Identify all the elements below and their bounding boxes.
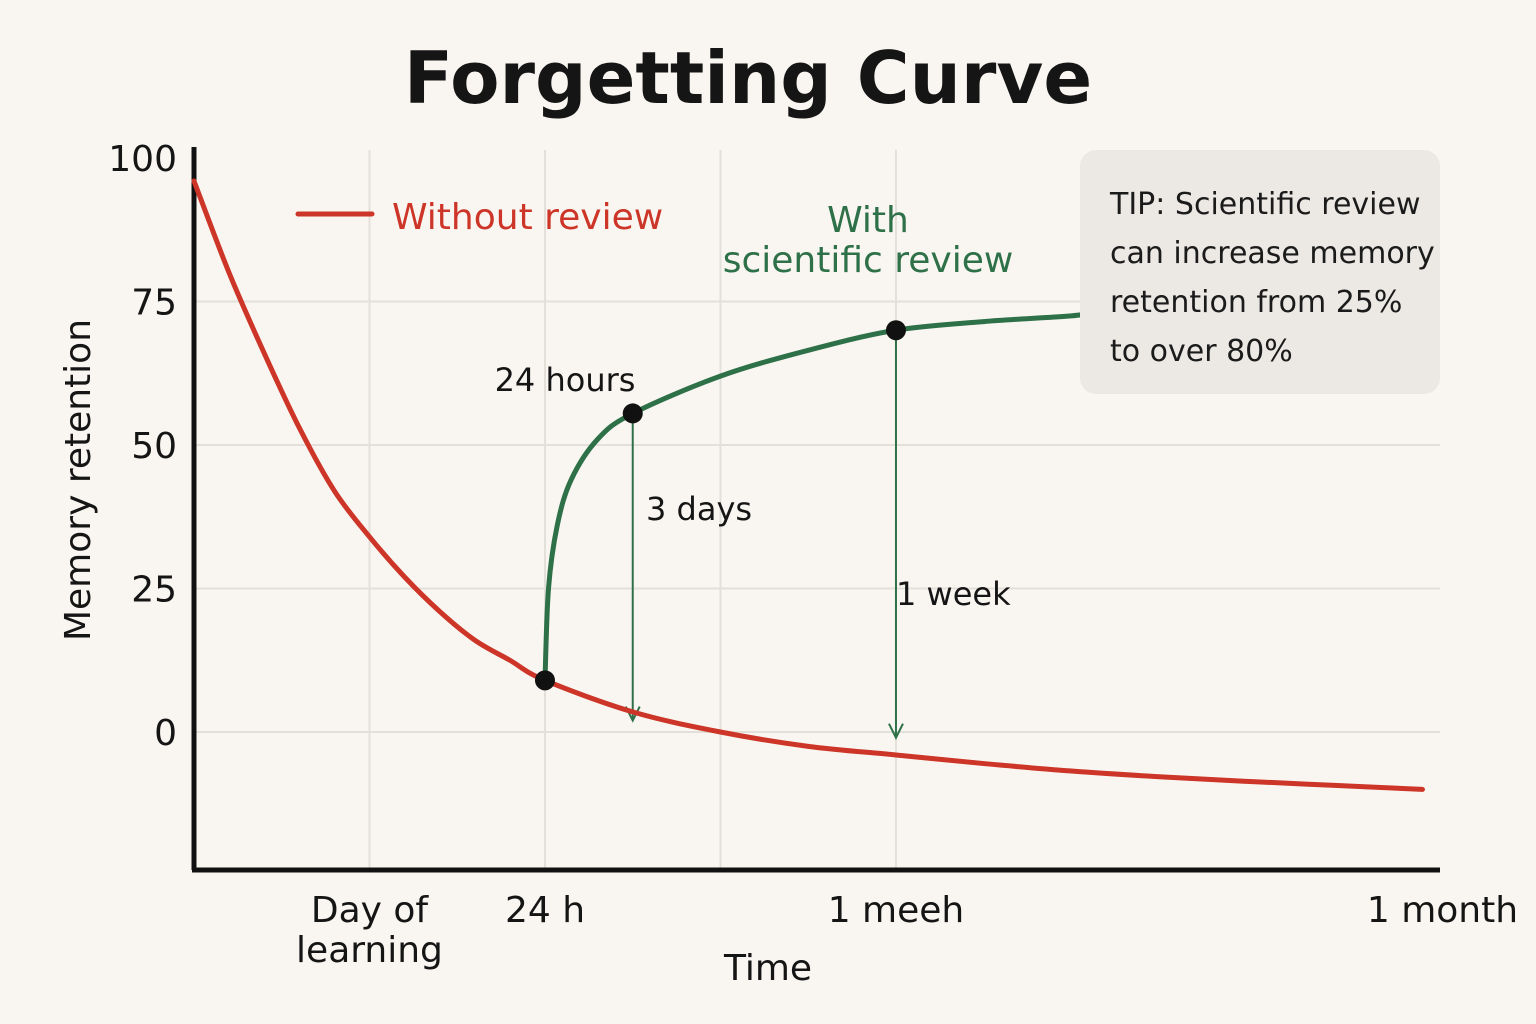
series-lines xyxy=(191,178,1425,792)
marker-point xyxy=(885,320,906,341)
annotation-24-hours: 24 hours xyxy=(495,361,636,399)
drop-arrows xyxy=(624,330,904,740)
series-label-line: With xyxy=(827,200,909,241)
annotation-1-week: 1 week xyxy=(896,575,1011,613)
x-tick-label-line: 1 month xyxy=(1367,890,1518,931)
marker-point xyxy=(534,670,555,691)
x-axis-label: Time xyxy=(723,948,812,989)
series-label-line: scientific review xyxy=(723,240,1014,281)
x-tick-label-line: 24 h xyxy=(505,890,585,931)
y-tick-label: 75 xyxy=(131,283,177,324)
tip-line: can increase memory xyxy=(1110,236,1435,271)
grid xyxy=(194,150,1440,870)
y-axis-label: Memory retention xyxy=(58,319,99,641)
x-tick-label: 1 month xyxy=(1367,890,1518,931)
y-tick-label: 0 xyxy=(154,713,177,754)
tip-line: retention from 25% xyxy=(1110,285,1403,320)
y-tick-labels: 100 75 50 25 0 xyxy=(108,139,177,754)
x-tick-label-line: 1 meeh xyxy=(828,890,965,931)
x-tick-label: 24 h xyxy=(505,890,585,931)
line-without-review xyxy=(191,178,1425,792)
tip-line: TIP: Scientific review xyxy=(1110,187,1421,222)
x-tick-label-line: learning xyxy=(296,930,443,971)
x-tick-label: 1 meeh xyxy=(828,890,965,931)
tip-box: TIP: Scientific review can increase memo… xyxy=(1080,150,1440,394)
tip-line: to over 80% xyxy=(1110,334,1293,369)
y-tick-label: 25 xyxy=(131,570,177,611)
series-label-with-review: With scientific review xyxy=(723,200,1014,281)
x-tick-label-line: Day of xyxy=(311,890,430,931)
chart-title: Forgetting Curve xyxy=(404,36,1092,120)
annotation-3-days: 3 days xyxy=(646,490,752,528)
x-tick-label: Day of learning xyxy=(296,890,443,971)
x-tick-labels: Day of learning 24 h 1 meeh 1 month xyxy=(296,890,1518,971)
drop-arrow-head xyxy=(888,723,904,740)
axes xyxy=(191,147,1440,873)
markers xyxy=(534,320,906,691)
marker-point xyxy=(622,403,643,424)
legend-label-without-review: Without review xyxy=(392,197,663,238)
y-tick-label: 50 xyxy=(131,426,177,467)
legend: Without review xyxy=(295,197,663,238)
y-tick-label: 100 xyxy=(108,139,177,180)
line-with-review xyxy=(542,310,1092,683)
